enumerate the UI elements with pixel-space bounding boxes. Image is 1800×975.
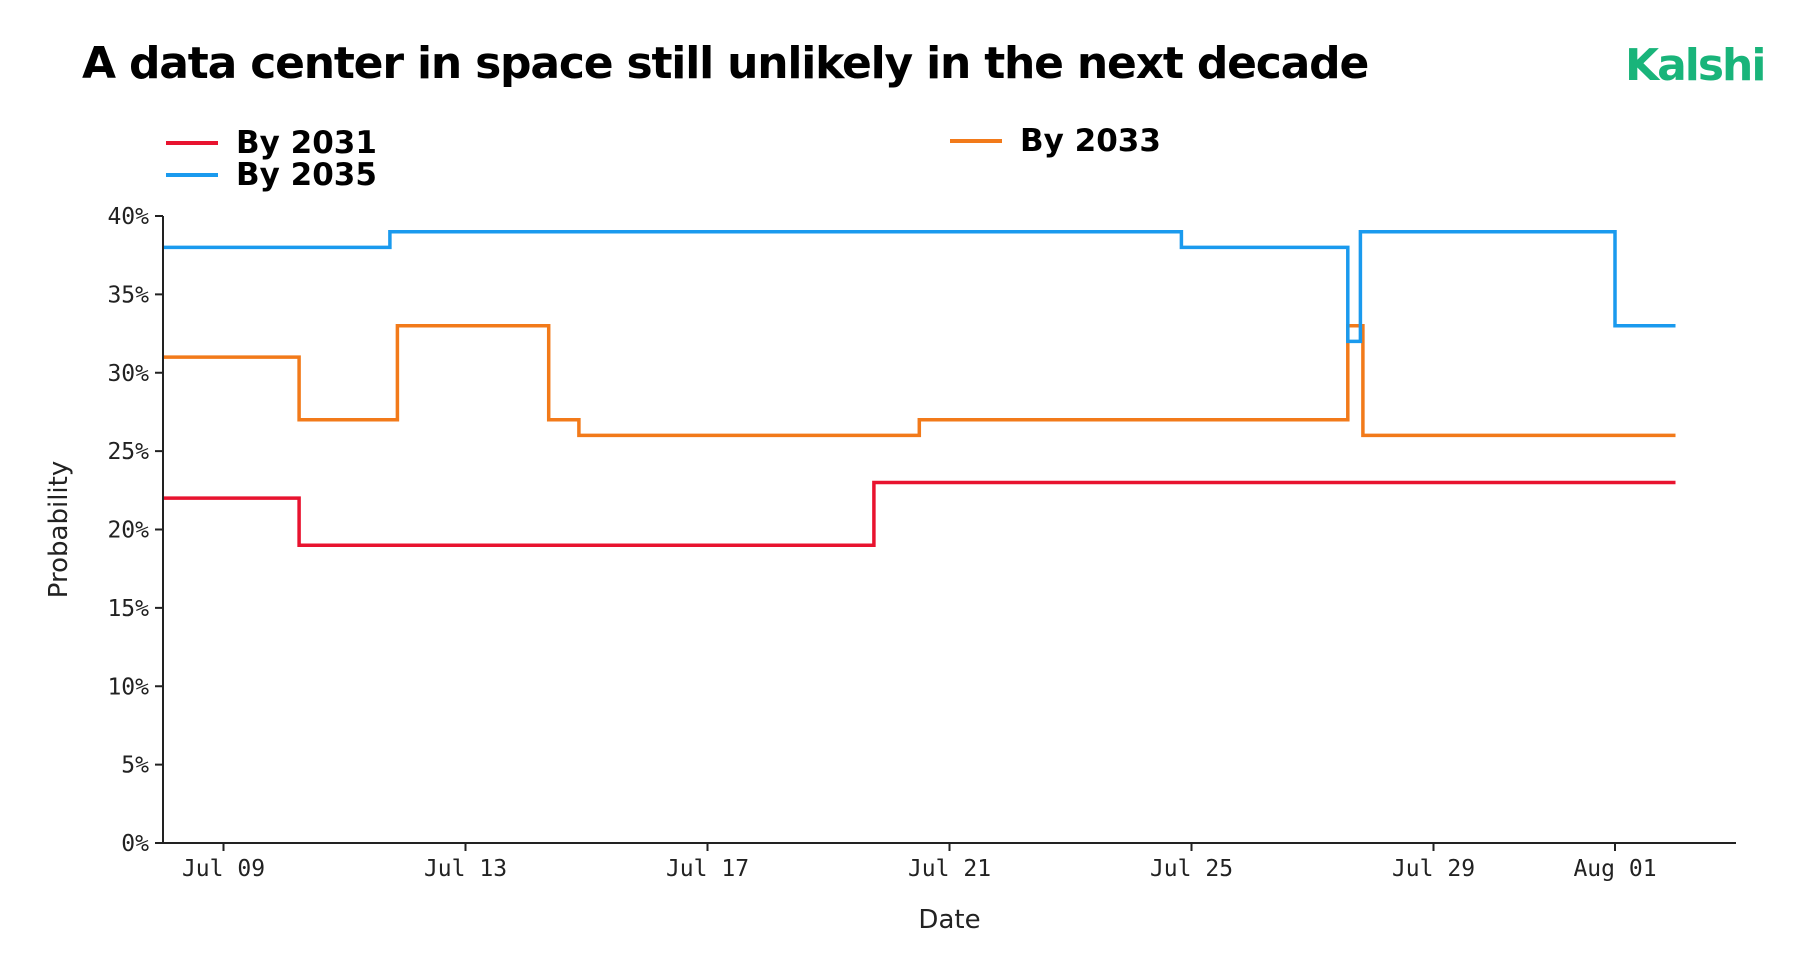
series-layer bbox=[163, 229, 1676, 547]
y-tick-label: 0% bbox=[121, 831, 149, 857]
y-tick-label: 30% bbox=[107, 361, 149, 387]
y-tick-label: 40% bbox=[107, 204, 149, 230]
legend-swatch-by-2035 bbox=[166, 173, 218, 177]
series-line-by-2033 bbox=[163, 323, 1676, 438]
y-tick-label: 25% bbox=[107, 439, 149, 465]
y-tick-label: 10% bbox=[107, 674, 149, 700]
axes-layer bbox=[162, 216, 1736, 844]
x-tick-label: Jul 13 bbox=[424, 856, 507, 882]
legend-item-by-2035: By 2035 bbox=[166, 157, 377, 193]
y-tick-label: 15% bbox=[107, 596, 149, 622]
x-tick-label: Jul 09 bbox=[182, 856, 265, 882]
chart-title: A data center in space still unlikely in… bbox=[82, 38, 1369, 89]
kalshi-logo: Kalshi bbox=[1625, 40, 1766, 91]
y-axis-title: Probability bbox=[44, 461, 74, 598]
y-tick-label: 35% bbox=[107, 282, 149, 308]
legend-label-by-2031: By 2031 bbox=[236, 125, 377, 161]
y-tick-label: 5% bbox=[121, 753, 149, 779]
y-ticks: 0% 5% 10% 15% 20% 25% 30% 35% 40% bbox=[107, 204, 163, 857]
legend-item-by-2031: By 2031 bbox=[166, 125, 377, 161]
x-tick-label: Aug 01 bbox=[1573, 856, 1656, 882]
series-line-by-2035 bbox=[163, 229, 1676, 344]
x-tick-label: Jul 25 bbox=[1150, 856, 1233, 882]
x-ticks: Jul 09 Jul 13 Jul 17 Jul 21 Jul 25 Jul 29 Aug … bbox=[182, 843, 1657, 882]
x-tick-label: Jul 21 bbox=[908, 856, 991, 882]
legend-swatch-by-2031 bbox=[166, 141, 218, 145]
legend-label-by-2035: By 2035 bbox=[236, 157, 377, 193]
series-line-by-2031 bbox=[163, 480, 1676, 547]
legend-label-by-2033: By 2033 bbox=[1020, 123, 1161, 159]
legend-swatch-by-2033 bbox=[950, 139, 1002, 143]
x-tick-label: Jul 17 bbox=[666, 856, 749, 882]
y-tick-label: 20% bbox=[107, 518, 149, 544]
x-tick-label: Jul 29 bbox=[1392, 856, 1475, 882]
legend-item-by-2033: By 2033 bbox=[950, 123, 1161, 159]
x-axis-title: Date bbox=[918, 905, 980, 935]
